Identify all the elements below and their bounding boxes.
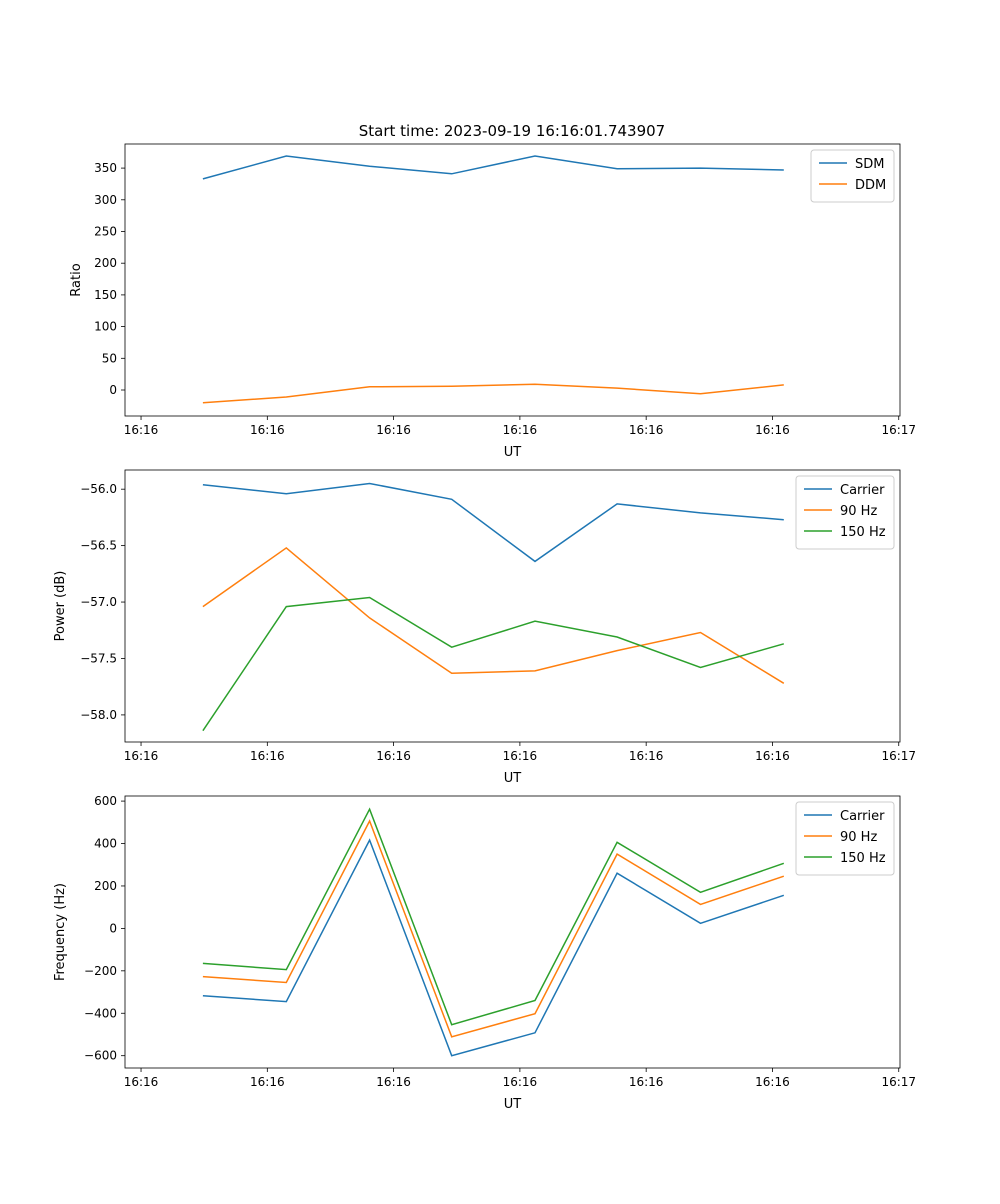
x-tick-label: 16:16 [503, 1075, 538, 1089]
series-line-150-hz [202, 807, 785, 1026]
series-line-150-hz [202, 596, 785, 732]
series-line-ddm [202, 383, 784, 404]
x-tick-label: 16:16 [503, 749, 538, 763]
x-tick-label: 16:16 [755, 749, 790, 763]
y-tick-label: 300 [94, 193, 117, 207]
legend-label: 150 Hz [840, 851, 886, 866]
chart-title: Start time: 2023-09-19 16:16:01.743907 [359, 122, 665, 140]
x-axis-label: UT [504, 1097, 522, 1112]
x-tick-label: 16:16 [124, 423, 159, 437]
legend-label: 90 Hz [840, 830, 877, 845]
y-axis-label: Frequency (Hz) [53, 883, 68, 981]
y-tick-label: −57.0 [80, 595, 117, 609]
x-tick-label: 16:16 [376, 423, 411, 437]
x-tick-label: 16:16 [250, 423, 285, 437]
x-tick-label: 16:16 [124, 1075, 159, 1089]
y-tick-label: 0 [109, 921, 117, 935]
y-tick-label: 150 [94, 288, 117, 302]
x-tick-label: 16:16 [755, 423, 790, 437]
x-tick-label: 16:16 [250, 1075, 285, 1089]
x-tick-label: 16:16 [503, 423, 538, 437]
x-tick-label: 16:16 [755, 1075, 790, 1089]
x-tick-label: 16:16 [629, 423, 664, 437]
x-tick-label: 16:16 [250, 749, 285, 763]
x-axis-label: UT [504, 445, 522, 460]
x-axis-label: UT [504, 771, 522, 786]
series-line-90-hz [202, 819, 785, 1038]
x-tick-label: 16:17 [881, 423, 916, 437]
x-tick-label: 16:16 [376, 1075, 411, 1089]
legend-label: 150 Hz [840, 525, 886, 540]
y-tick-label: 100 [94, 320, 117, 334]
y-tick-label: 400 [94, 837, 117, 851]
legend-label: 90 Hz [840, 504, 877, 519]
legend-label: SDM [855, 157, 884, 172]
y-tick-label: 200 [94, 879, 117, 893]
y-tick-label: −56.5 [80, 539, 117, 553]
y-tick-label: 350 [94, 161, 117, 175]
series-line-90-hz [202, 546, 785, 684]
y-tick-label: −56.0 [80, 482, 117, 496]
y-tick-label: −400 [84, 1006, 117, 1020]
series-line-carrier [202, 482, 784, 563]
x-tick-label: 16:16 [376, 749, 411, 763]
y-tick-label: −57.5 [80, 651, 117, 665]
x-tick-label: 16:16 [124, 749, 159, 763]
y-tick-label: 50 [102, 351, 117, 365]
y-tick-label: 200 [94, 256, 117, 270]
x-tick-label: 16:17 [881, 749, 916, 763]
x-tick-label: 16:17 [881, 1075, 916, 1089]
y-axis-label: Ratio [69, 263, 84, 296]
legend-label: Carrier [840, 483, 885, 498]
x-tick-label: 16:16 [629, 749, 664, 763]
y-axis-label: Power (dB) [53, 571, 68, 642]
y-tick-label: −600 [84, 1049, 117, 1063]
series-line-sdm [202, 155, 784, 180]
axes-frame [124, 795, 901, 1069]
series-line-carrier [202, 838, 785, 1057]
y-tick-label: 0 [109, 383, 117, 397]
legend-label: Carrier [840, 809, 885, 824]
axes-frame [124, 469, 901, 743]
y-tick-label: −200 [84, 964, 117, 978]
legend-label: DDM [855, 178, 886, 193]
axes-frame [124, 143, 901, 417]
x-tick-label: 16:16 [629, 1075, 664, 1089]
y-tick-label: 250 [94, 224, 117, 238]
y-tick-label: 600 [94, 794, 117, 808]
y-tick-label: −58.0 [80, 708, 117, 722]
